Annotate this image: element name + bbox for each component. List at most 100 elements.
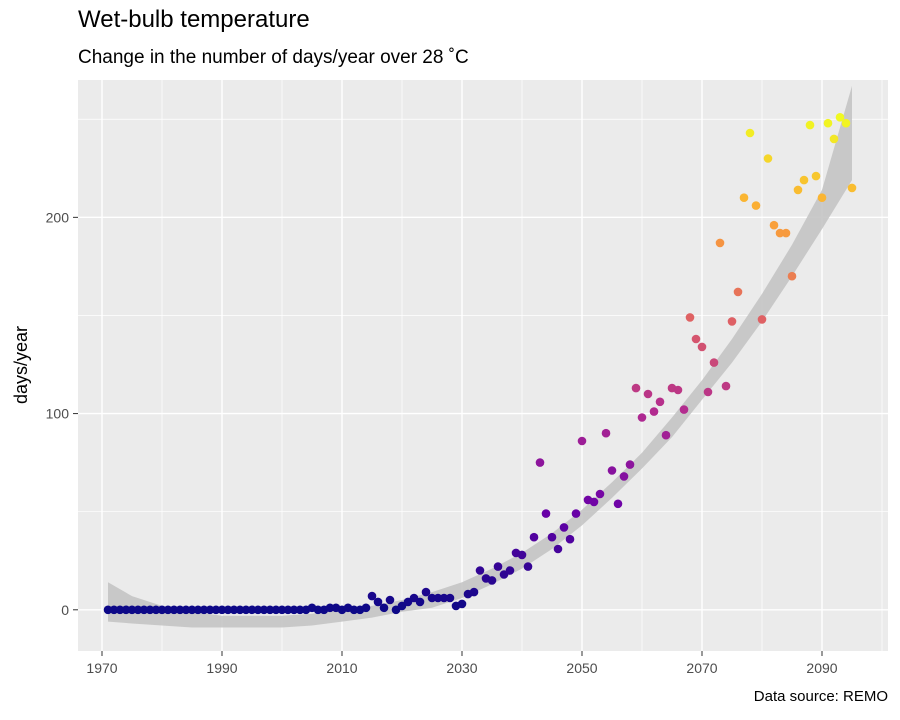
data-point [715,238,725,248]
y-tick-label: 200 [46,209,70,225]
data-point [151,605,161,615]
data-point [133,605,143,615]
data-point [259,605,269,615]
x-tick-label: 2070 [686,660,717,676]
data-point [769,220,779,230]
data-point [781,228,791,238]
data-point [193,605,203,615]
data-point [811,171,821,181]
x-axis-ticks: 1970 1990 2010 2030 2050 2070 2090 [86,651,838,676]
chart-title: Wet-bulb temperature [78,6,310,33]
data-point [631,383,641,393]
data-point [817,193,827,202]
data-point [661,430,671,440]
x-tick-label: 2030 [446,660,477,676]
data-points [103,113,857,615]
y-tick-label: 0 [61,602,69,618]
data-point [241,605,251,615]
data-point [793,185,803,195]
data-point [187,605,197,615]
data-point [835,113,845,122]
data-point [649,407,659,416]
data-point [547,532,557,542]
data-point [799,175,809,185]
data-point [475,566,485,575]
data-point [211,605,221,615]
x-tick-label: 1990 [206,660,237,676]
data-point [607,466,617,475]
data-point [613,499,623,509]
data-point [127,605,137,615]
data-point [277,605,287,615]
chart-subtitle: Change in the number of days/year over 2… [78,47,469,68]
data-point [181,605,191,615]
data-point [493,562,503,571]
data-point [469,587,479,597]
data-point [625,460,635,469]
data-point [373,597,383,607]
data-point [169,605,179,615]
data-point [595,489,605,499]
data-point [157,605,167,615]
data-point [457,599,467,609]
data-point [265,605,275,615]
data-point [529,532,539,542]
data-point [601,428,611,438]
data-point [247,605,257,615]
data-point [109,605,119,615]
data-point [757,315,767,324]
data-point [559,523,569,532]
data-point [517,550,527,560]
data-point [439,593,449,603]
x-tick-label: 1970 [86,660,117,676]
data-point [217,605,227,615]
data-point [379,603,389,613]
data-point [139,605,149,615]
data-point [427,593,437,603]
data-point [679,405,689,414]
data-point [229,605,239,615]
data-point [787,271,797,281]
y-axis-title: days/year [11,326,31,404]
data-point [349,605,359,615]
data-point [847,183,857,193]
data-point [163,605,173,615]
data-point [313,605,323,615]
data-point [421,587,431,597]
data-point [433,593,443,603]
data-point [115,605,125,615]
data-point [553,544,563,554]
data-point [571,509,581,518]
y-axis-ticks: 0 100 200 [46,209,78,618]
data-point [289,605,299,615]
data-point [589,497,599,507]
data-point [565,534,575,544]
data-point [691,334,701,344]
data-point [199,605,209,615]
x-tick-label: 2050 [566,660,597,676]
data-point [253,605,263,615]
data-point [733,287,743,297]
data-point [445,593,455,603]
data-point [415,597,425,607]
x-tick-label: 2010 [326,660,357,676]
data-point [745,128,755,138]
data-point [775,228,785,238]
data-point [577,436,587,446]
data-point [283,605,293,615]
data-point [223,605,233,615]
data-point [367,591,377,601]
data-point [805,120,815,130]
data-point [523,562,533,571]
data-point [751,201,761,210]
data-point [295,605,305,615]
data-point [727,317,737,326]
data-point [619,472,629,481]
data-point [643,389,653,399]
data-point [739,193,749,202]
data-point [637,413,647,422]
data-point [505,566,515,575]
data-point [325,603,335,613]
data-point [271,605,281,615]
